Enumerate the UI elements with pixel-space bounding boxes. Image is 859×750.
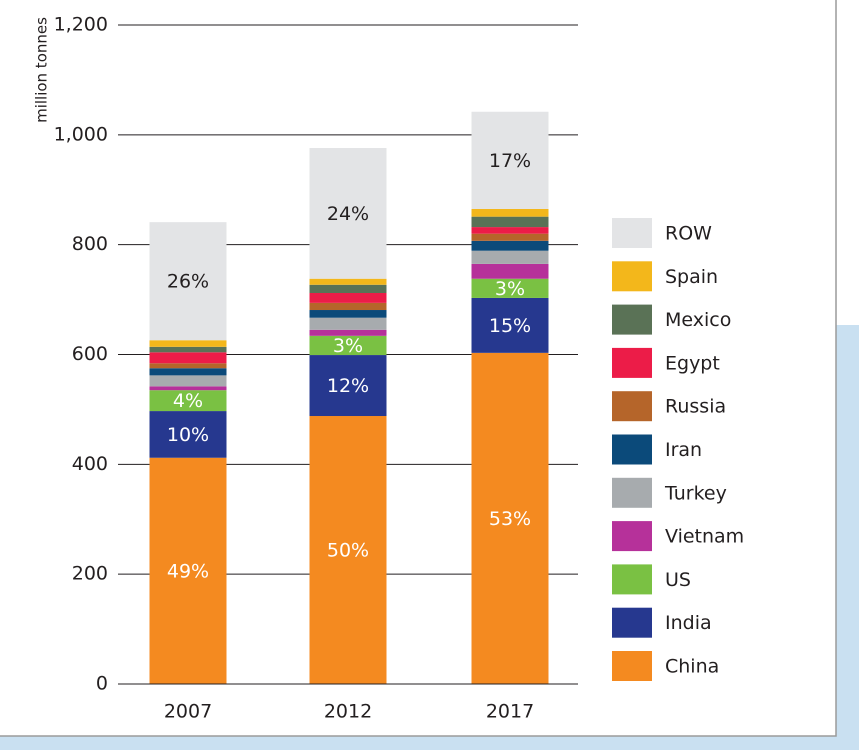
legend-swatch	[612, 564, 652, 595]
x-tick-label: 2012	[324, 701, 372, 723]
bar-segment	[309, 278, 387, 285]
bar-segment	[471, 297, 549, 353]
x-tick-label: 2007	[164, 701, 212, 723]
legend-label: Iran	[665, 439, 702, 461]
data-label: 24%	[327, 203, 369, 225]
bar-segment	[309, 355, 387, 417]
legend-swatch	[612, 607, 652, 638]
bar-segment	[309, 284, 387, 293]
bar-segment	[309, 302, 387, 311]
bar-segment	[149, 386, 227, 391]
y-tick-label: 1,000	[54, 123, 108, 145]
legend-swatch	[612, 477, 652, 508]
legend-label: Turkey	[664, 482, 727, 504]
chart-card	[0, 0, 837, 737]
bar-segment	[471, 233, 549, 241]
data-label: 53%	[489, 508, 531, 530]
legend-swatch	[612, 347, 652, 378]
bar-segment	[149, 222, 227, 341]
data-label: 26%	[167, 271, 209, 293]
y-tick-label: 400	[72, 453, 108, 475]
data-label: 10%	[167, 424, 209, 446]
legend-swatch	[612, 651, 652, 681]
y-tick-label: 200	[72, 563, 108, 585]
data-label: 50%	[327, 540, 369, 562]
data-label: 49%	[167, 560, 209, 582]
bar-segment	[149, 352, 227, 364]
bar-segment	[149, 340, 227, 347]
bar-segment	[471, 263, 549, 279]
bar-segment	[309, 335, 387, 356]
legend-label: US	[665, 569, 691, 591]
legend-swatch	[612, 218, 652, 248]
bar-segment	[309, 329, 387, 336]
bar-segment	[309, 310, 387, 318]
bar-segment	[149, 411, 227, 458]
y-tick-label: 600	[72, 343, 108, 365]
bar-segment	[149, 368, 227, 376]
bar-segment	[471, 227, 549, 234]
bar-segment	[309, 416, 387, 684]
data-label: 15%	[489, 315, 531, 337]
bar-segment	[471, 352, 549, 684]
legend-label: Vietnam	[665, 526, 744, 548]
bar-segment	[309, 317, 387, 330]
bar-segment	[471, 278, 549, 298]
bar-segment	[309, 148, 387, 279]
bar-segment	[471, 216, 549, 228]
legend-label: ROW	[665, 223, 712, 245]
legend-swatch	[612, 261, 652, 292]
bar-segment	[471, 111, 549, 209]
legend-swatch	[612, 521, 652, 552]
legend-swatch	[612, 304, 652, 335]
bar-segment	[149, 363, 227, 369]
y-axis-label: million tonnes	[33, 17, 51, 123]
y-tick-label: 800	[72, 233, 108, 255]
y-tick-label: 0	[96, 673, 108, 695]
legend-swatch	[612, 434, 652, 465]
legend-label: Russia	[665, 396, 726, 418]
data-label: 4%	[173, 390, 203, 412]
y-tick-label: 1,200	[54, 14, 108, 36]
legend-label: Mexico	[665, 309, 731, 331]
bar-segment	[149, 346, 227, 353]
legend-label: China	[665, 656, 719, 678]
legend-label: Egypt	[665, 352, 720, 374]
bar-segment	[149, 457, 227, 684]
bar-segment	[471, 240, 549, 251]
legend-swatch	[612, 391, 652, 422]
bar-segment	[149, 390, 227, 412]
data-label: 3%	[333, 335, 363, 357]
bar-segment	[309, 292, 387, 303]
legend-label: India	[665, 612, 712, 634]
bar-segment	[149, 375, 227, 387]
x-tick-label: 2017	[486, 701, 534, 723]
bar-segment	[471, 208, 549, 217]
bar-segment	[471, 250, 549, 264]
data-label: 12%	[327, 375, 369, 397]
data-label: 3%	[495, 278, 525, 300]
legend-label: Spain	[665, 266, 718, 288]
data-label: 17%	[489, 150, 531, 172]
